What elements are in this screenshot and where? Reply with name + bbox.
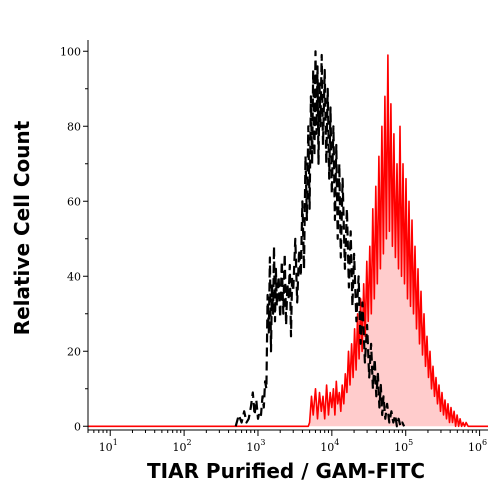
- control-histogram-line: [234, 50, 406, 428]
- x-tick-label: 105: [394, 438, 413, 454]
- y-tick-label: 20: [67, 345, 81, 358]
- x-tick-label: 104: [320, 438, 339, 454]
- y-tick-label: 40: [67, 270, 81, 283]
- x-tick-label: 106: [468, 438, 487, 454]
- x-tick-label: 102: [173, 438, 192, 454]
- y-tick-label: 80: [67, 120, 81, 133]
- sample-histogram-line: [88, 54, 488, 428]
- y-axis-title: Relative Cell Count: [10, 120, 34, 335]
- x-tick-label: 103: [246, 438, 265, 454]
- x-axis-ticks: 101 102 103 104 105 106: [87, 430, 487, 454]
- x-tick-label: 101: [99, 438, 118, 454]
- y-axis-ticks: 0 20 40 60 80 100: [60, 45, 88, 433]
- x-axis-title: TIAR Purified / GAM-FITC: [147, 459, 425, 483]
- y-tick-label: 60: [67, 195, 81, 208]
- plot-series: [88, 50, 488, 428]
- y-tick-label: 100: [60, 45, 81, 58]
- y-tick-label: 0: [74, 420, 81, 433]
